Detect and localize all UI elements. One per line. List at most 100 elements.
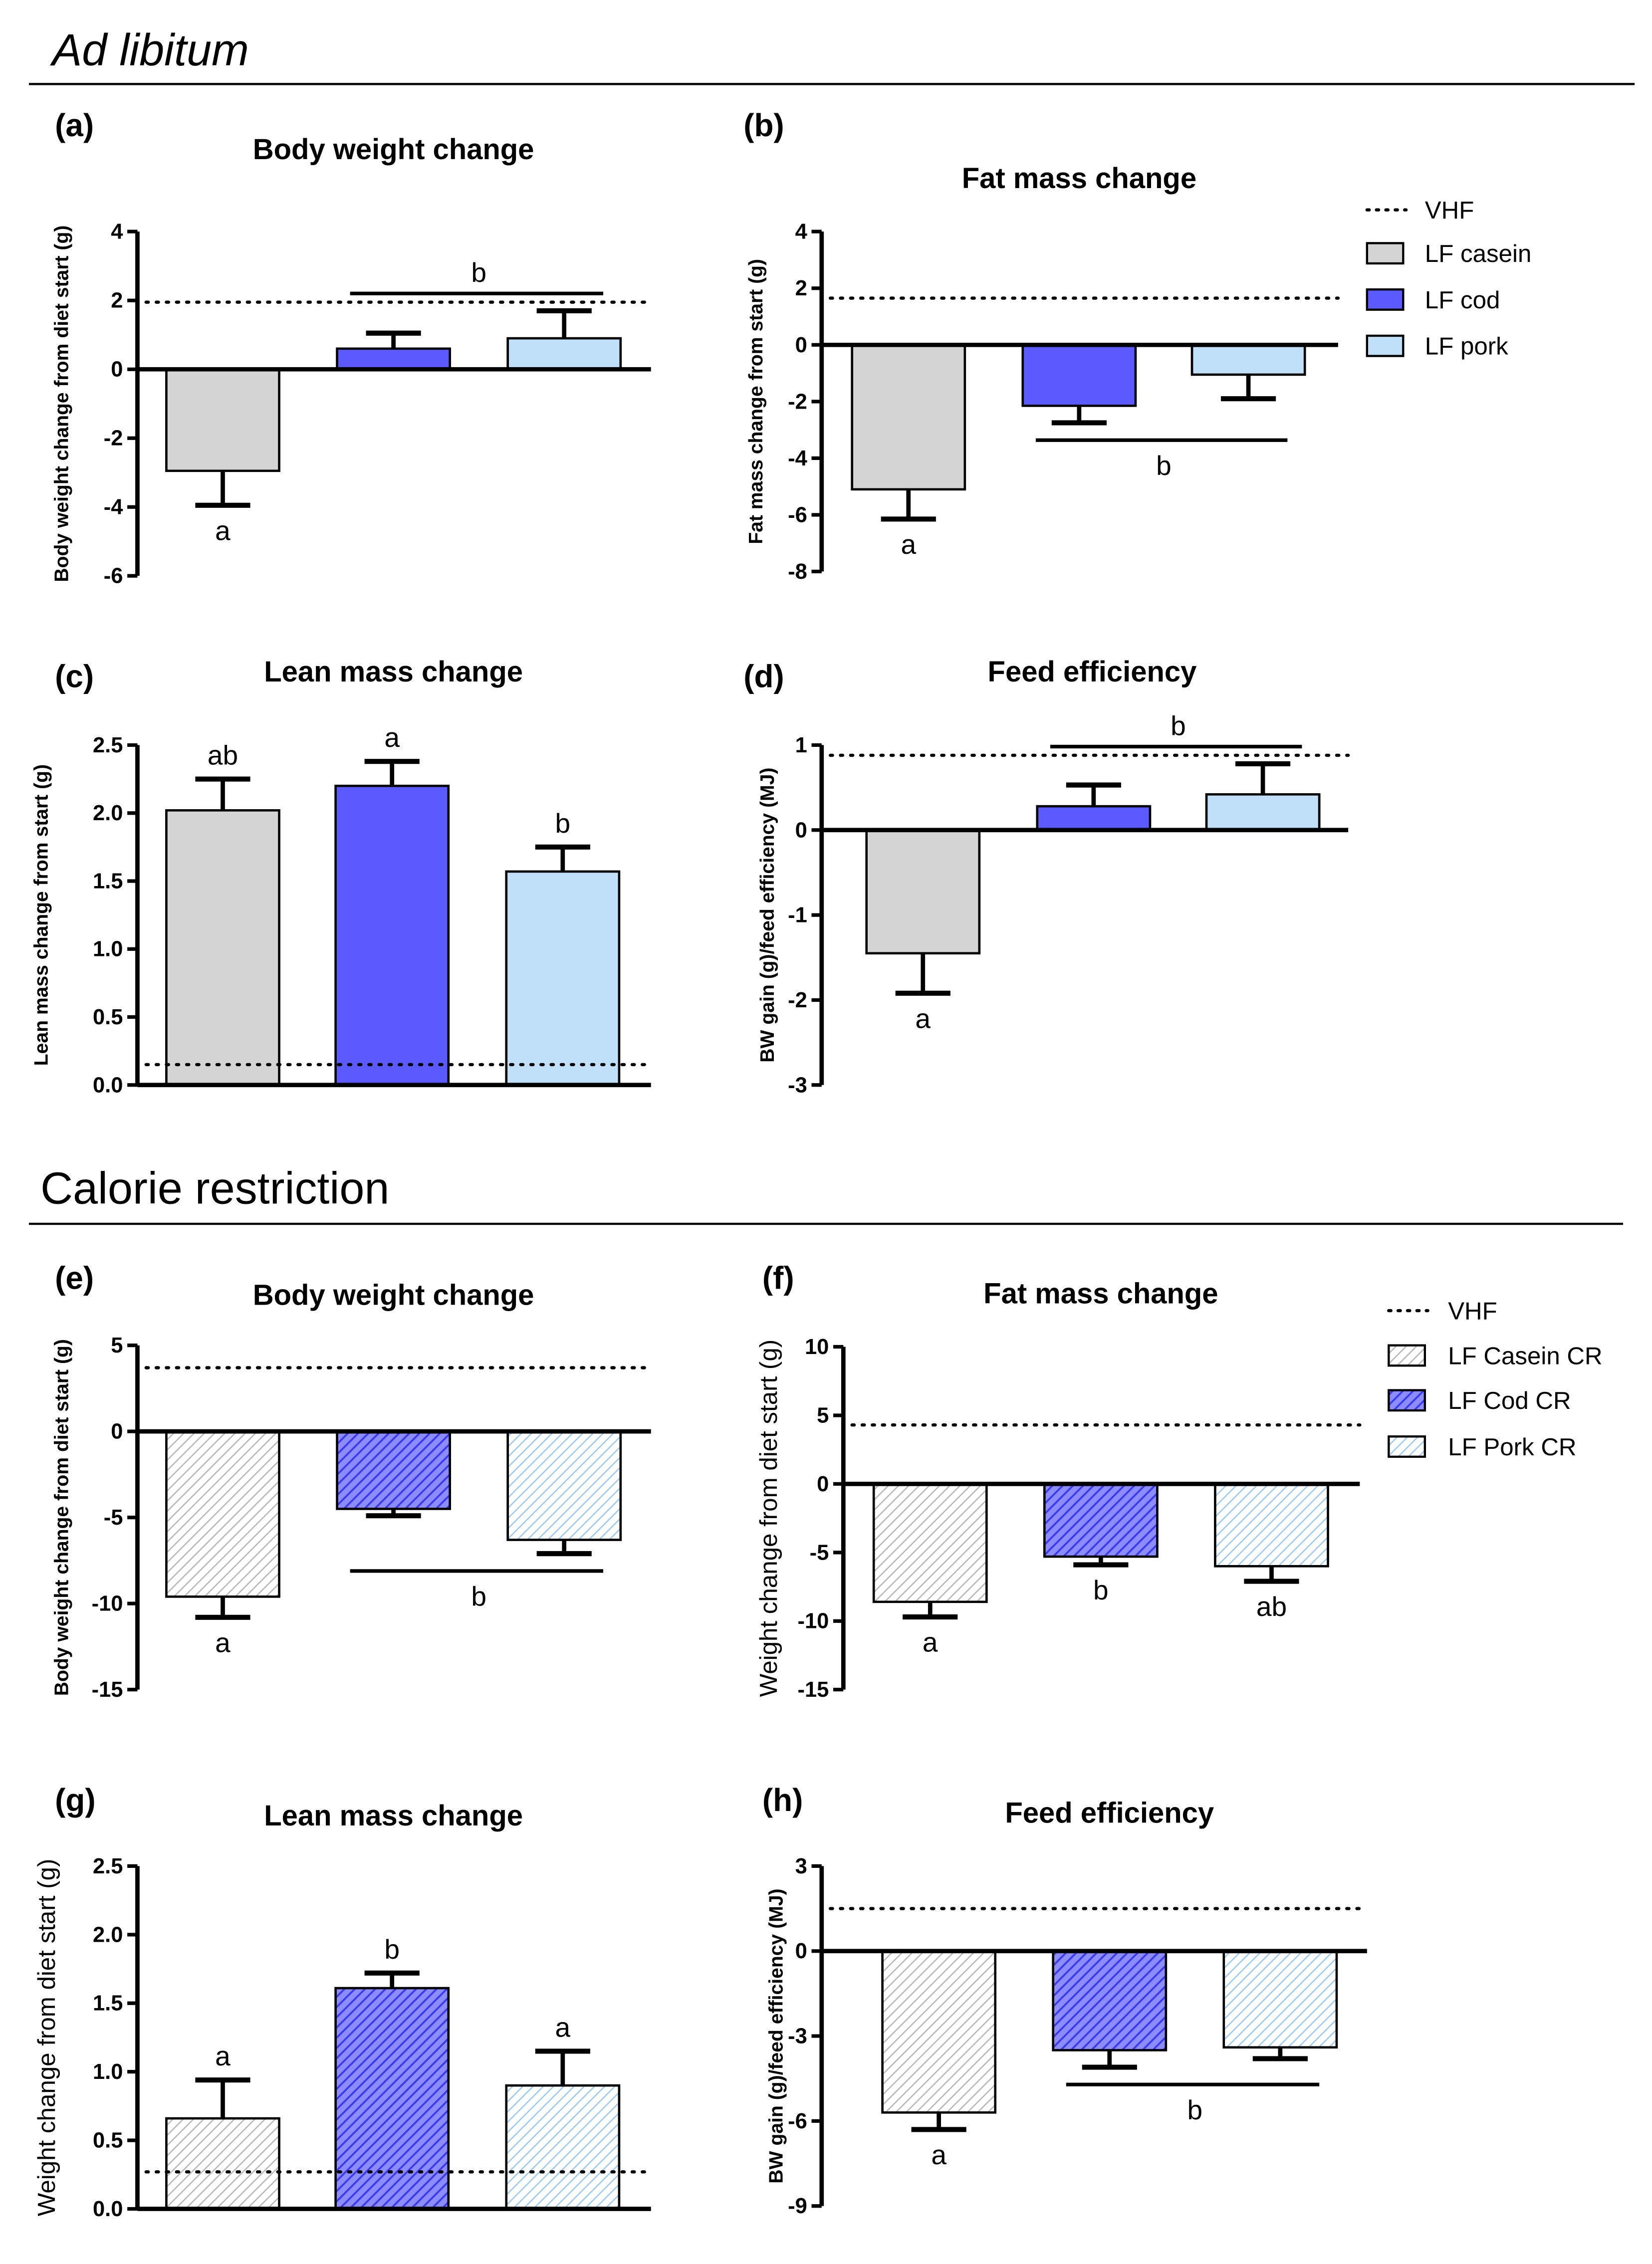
y-tick-label: -10 xyxy=(797,1609,829,1633)
bar-lf-cod xyxy=(334,784,450,1087)
bar-lf-casein xyxy=(165,368,280,472)
chart-title: Body weight change xyxy=(253,134,534,166)
y-axis-label: Weight change from diet start (g) xyxy=(755,1340,782,1697)
bar-lf-pork xyxy=(1190,343,1306,376)
section-title-calorie-restriction: Calorie restriction xyxy=(40,1164,389,1214)
significance-letter: b xyxy=(384,1934,400,1965)
chart-title: Lean mass change xyxy=(264,656,523,688)
y-tick-label: -8 xyxy=(788,560,807,584)
significance-letter: b xyxy=(1156,450,1172,481)
significance-letter: a xyxy=(384,722,400,753)
panel-d: (d) Feed efficiency BW gain (g)/feed effic… xyxy=(743,656,1350,1097)
significance-letter: b xyxy=(471,257,486,288)
chart-title: Fat mass change xyxy=(983,1278,1218,1310)
y-tick-label: -15 xyxy=(92,1678,123,1702)
y-tick-label: 1.0 xyxy=(93,937,123,961)
y-tick-label: -3 xyxy=(788,2025,807,2048)
chart-title: Body weight change xyxy=(253,1279,534,1311)
legend-swatch xyxy=(1388,1435,1426,1458)
y-axis-label: BW gain (g)/feed efficiency (MJ) xyxy=(757,767,778,1062)
y-tick-label: -1 xyxy=(788,904,807,927)
panel-e: (e) Body weight change Body weight change … xyxy=(51,1260,653,1702)
y-tick-label: -2 xyxy=(104,427,123,451)
panel-label: (g) xyxy=(55,1782,95,1818)
significance-letter: b xyxy=(555,808,571,839)
legend-label: VHF xyxy=(1448,1297,1497,1325)
y-tick-label: -6 xyxy=(788,503,807,527)
legend-swatch xyxy=(1366,334,1405,357)
y-tick-label: 5 xyxy=(111,1334,123,1358)
panel-label: (e) xyxy=(55,1260,94,1296)
y-tick-label: 1.0 xyxy=(93,2060,123,2084)
y-axis-label: Lean mass change from start (g) xyxy=(31,764,52,1066)
bar-lf-pork-cr xyxy=(505,2084,621,2210)
panel-a: (a) Body weight change Body weight change … xyxy=(51,107,653,588)
y-tick-label: 0.0 xyxy=(93,1073,123,1097)
legend-label: LF Pork CR xyxy=(1448,1433,1576,1461)
y-tick-label: 0 xyxy=(111,358,123,382)
y-tick-label: -5 xyxy=(104,1506,123,1530)
legend-label: LF Cod CR xyxy=(1448,1387,1571,1414)
legend-label: LF casein xyxy=(1425,240,1532,267)
significance-letter: a xyxy=(931,2139,946,2170)
y-tick-label: 2.5 xyxy=(93,733,123,757)
y-tick-label: 0 xyxy=(795,333,807,357)
bar-lf-cod-cr xyxy=(1052,1950,1168,2051)
bar-lf-cod xyxy=(1021,343,1137,407)
y-tick-label: 5 xyxy=(817,1403,829,1427)
legend: VHF LF casein LF cod LF pork xyxy=(1365,197,1532,360)
panel-label: (b) xyxy=(743,107,784,143)
bar-lf-pork-cr xyxy=(1222,1950,1338,2049)
y-axis-label: Fat mass change from start (g) xyxy=(745,259,767,544)
panel-h: (h) Feed efficiency BW gain (g)/feed effic… xyxy=(762,1782,1369,2218)
y-tick-label: -4 xyxy=(788,447,807,470)
y-tick-label: 0.0 xyxy=(93,2197,123,2221)
y-tick-label: 1 xyxy=(795,733,807,757)
bar-lf-pork-cr xyxy=(506,1430,622,1541)
y-tick-label: -3 xyxy=(788,1073,807,1097)
significance-letter: ab xyxy=(208,740,238,771)
bar-lf-pork xyxy=(505,870,621,1087)
panel-label: (d) xyxy=(743,658,784,694)
bar-lf-casein-cr xyxy=(165,1430,280,1598)
y-tick-label: -10 xyxy=(92,1592,123,1616)
legend-label: LF pork xyxy=(1425,333,1508,360)
significance-letter: b xyxy=(1093,1575,1109,1605)
y-axis-label: Body weight change from diet start (g) xyxy=(51,1339,72,1696)
y-tick-label: 4 xyxy=(795,220,807,244)
bar-lf-casein xyxy=(165,809,280,1087)
y-tick-label: 2.5 xyxy=(93,1854,123,1878)
y-axis-label: Weight change from diet start (g) xyxy=(33,1859,60,2217)
y-tick-label: 3 xyxy=(795,1854,807,1878)
legend: VHF LF Casein CR LF Cod CR LF Pork CR xyxy=(1387,1297,1603,1461)
legend-swatch xyxy=(1388,1344,1426,1367)
bar-lf-cod-cr xyxy=(336,1430,452,1510)
y-tick-label: 2 xyxy=(111,289,123,313)
chart-title: Feed efficiency xyxy=(988,656,1197,688)
significance-letter: a xyxy=(901,529,916,560)
panel-label: (c) xyxy=(55,658,94,694)
significance-letter: ab xyxy=(1256,1591,1287,1622)
bar-lf-pork xyxy=(506,337,622,371)
significance-letter: a xyxy=(215,515,231,546)
y-tick-label: 0 xyxy=(795,818,807,842)
panel-label: (a) xyxy=(55,107,94,143)
significance-letter: a xyxy=(915,1003,931,1034)
y-tick-label: 10 xyxy=(805,1335,829,1359)
y-tick-label: -2 xyxy=(788,390,807,414)
legend-label: LF cod xyxy=(1425,286,1500,314)
panel-label: (h) xyxy=(762,1782,803,1818)
y-tick-label: 1.5 xyxy=(93,869,123,893)
legend-label: VHF xyxy=(1425,197,1474,224)
bar-lf-casein-cr xyxy=(872,1483,988,1603)
legend-swatch xyxy=(1388,1389,1426,1412)
chart-title: Lean mass change xyxy=(264,1800,523,1832)
y-tick-label: -15 xyxy=(797,1678,829,1702)
y-tick-label: 0 xyxy=(817,1472,829,1496)
y-tick-label: 0.5 xyxy=(93,2129,123,2153)
significance-letter: b xyxy=(1187,2094,1203,2125)
y-tick-label: 0 xyxy=(795,1939,807,1963)
panel-b: (b) Fat mass change Fat mass change from s… xyxy=(743,107,1340,584)
y-axis-label: Body weight change from diet start (g) xyxy=(51,226,72,582)
